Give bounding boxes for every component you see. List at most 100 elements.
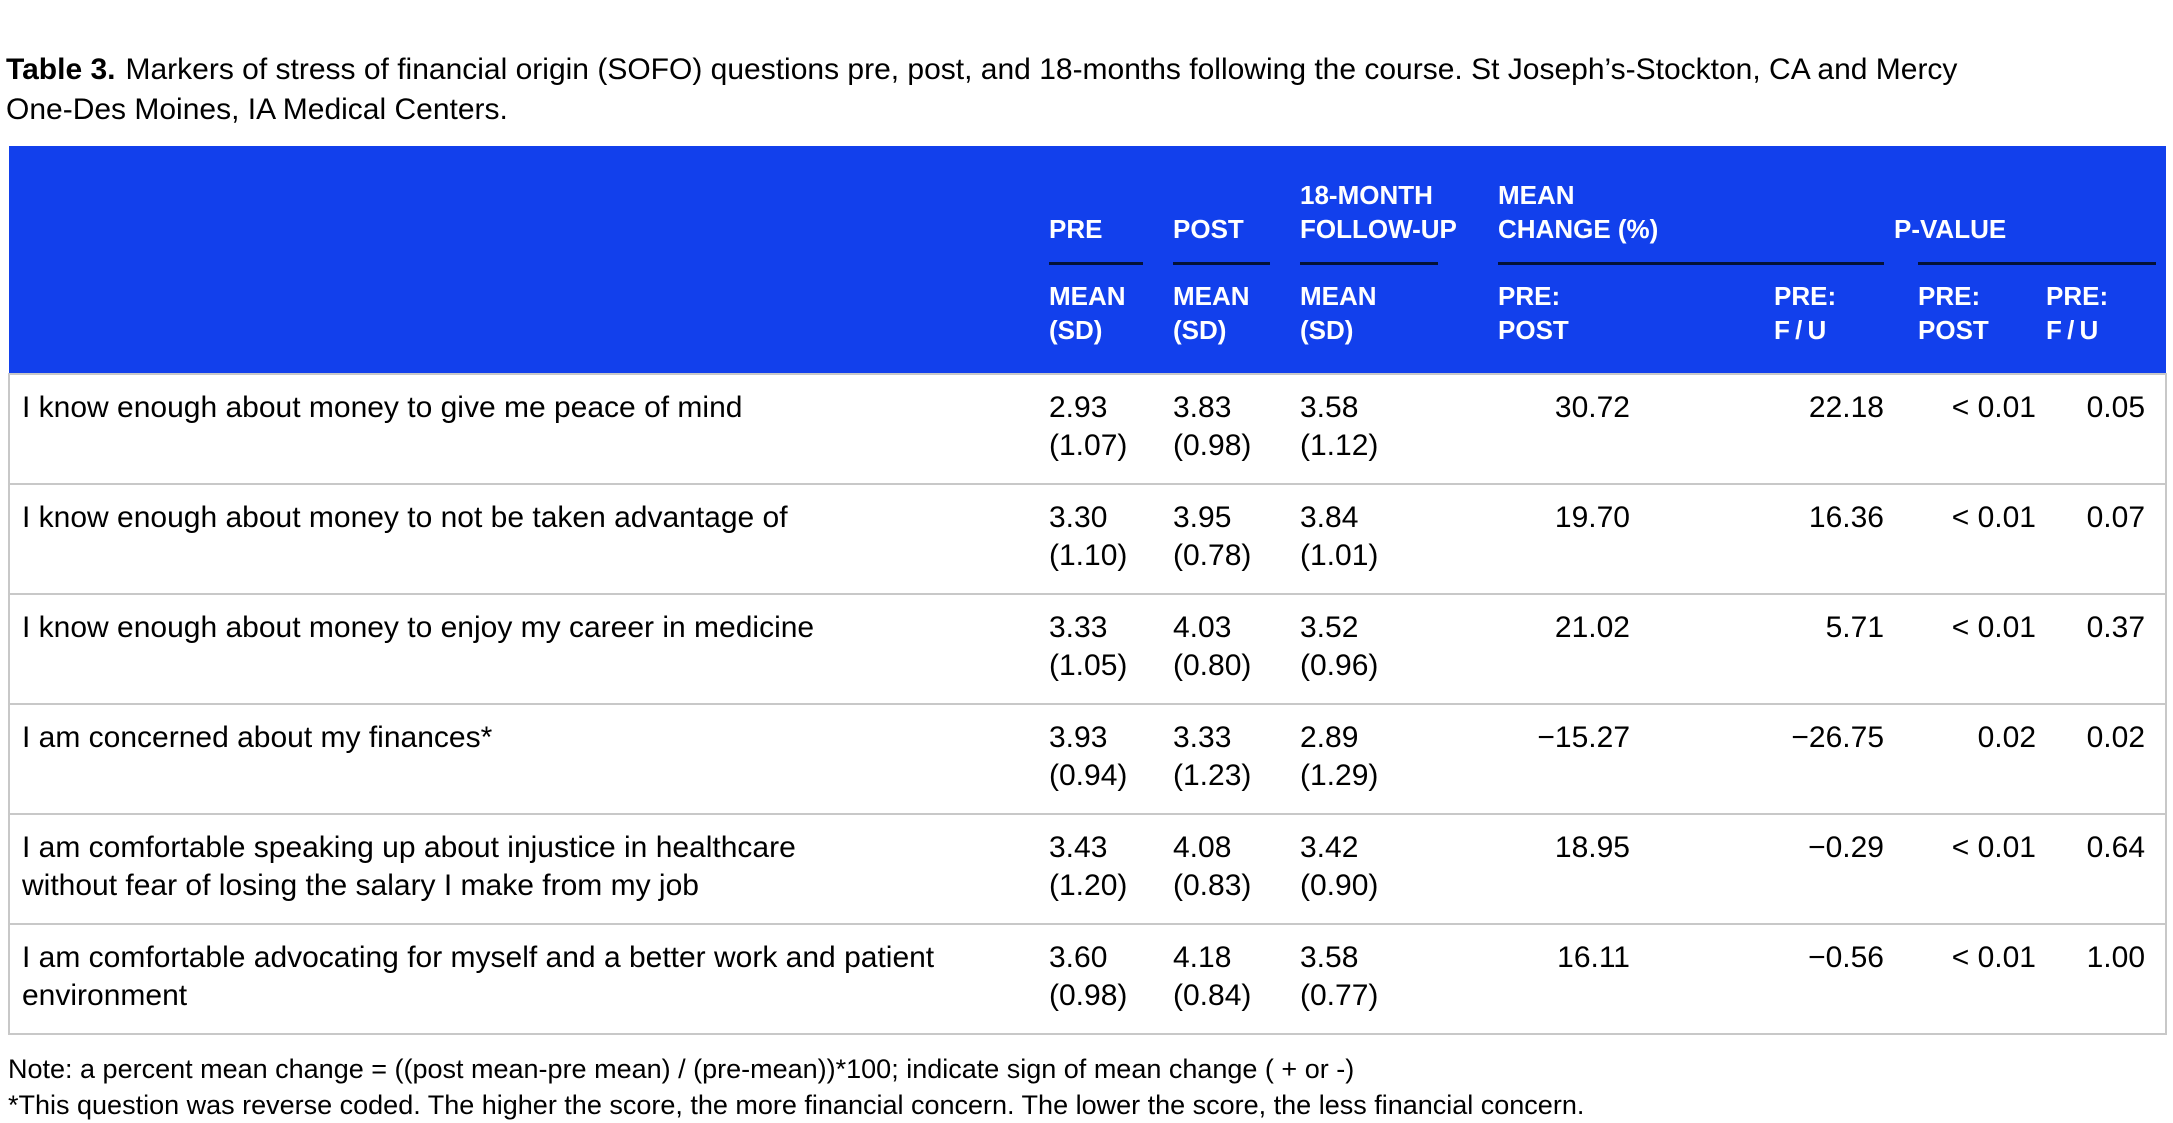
sofo-table: PRE POST 18-MONTH FOLLOW-UP MEAN CHANGE …: [8, 146, 2168, 1035]
header-rule: [1173, 262, 1270, 265]
change-pre-post-cell: 19.70: [1498, 484, 1644, 595]
p-pre-post-cell: < 0.01: [1894, 814, 2046, 925]
subheader-post-mean-sd: MEAN (SD): [1173, 265, 1300, 374]
caption-label: Table 3.: [6, 53, 116, 86]
change-pre-fu-cell: −0.56: [1644, 924, 1894, 1035]
change-pre-fu-cell: 5.71: [1644, 594, 1894, 705]
col-group-followup-label: 18-MONTH FOLLOW-UP: [1300, 180, 1457, 244]
sd-value: (1.12): [1300, 429, 1379, 462]
change-pre-post-cell: 30.72: [1498, 373, 1644, 485]
col-group-mean-change-label: MEAN CHANGE (%): [1498, 180, 1659, 244]
mean-value: 3.83: [1173, 391, 1232, 424]
pre-mean-cell: 3.33 (1.05): [1049, 594, 1173, 705]
subheader-p-pre-post: PRE: POST: [1894, 265, 2046, 374]
sd-value: (1.05): [1049, 649, 1128, 682]
table-row: I am concerned about my finances* 3.93 (0…: [8, 704, 2168, 815]
sd-value: (0.96): [1300, 649, 1379, 682]
sd-value: (1.01): [1300, 539, 1379, 572]
mean-value: 3.42: [1300, 831, 1359, 864]
subheader-label: PRE: POST: [1918, 281, 1989, 345]
subheader-label: MEAN (SD): [1049, 281, 1126, 345]
post-mean-cell: 3.33 (1.23): [1173, 704, 1300, 815]
followup-mean-cell: 3.58 (1.12): [1300, 373, 1498, 485]
sd-value: (1.29): [1300, 759, 1379, 792]
col-group-post: POST: [1173, 146, 1300, 265]
header-group-row: PRE POST 18-MONTH FOLLOW-UP MEAN CHANGE …: [9, 146, 2167, 265]
col-group-mean-change: MEAN CHANGE (%): [1498, 146, 1894, 265]
sd-value: (0.83): [1173, 869, 1252, 902]
mean-value: 3.93: [1049, 721, 1108, 754]
change-pre-fu-cell: 22.18: [1644, 373, 1894, 485]
mean-value: 4.03: [1173, 611, 1232, 644]
question-column-subheader: [9, 265, 1049, 374]
mean-value: 4.18: [1173, 941, 1232, 974]
sd-value: (0.90): [1300, 869, 1379, 902]
subheader-label: MEAN (SD): [1300, 281, 1377, 345]
post-mean-cell: 4.08 (0.83): [1173, 814, 1300, 925]
sd-value: (1.10): [1049, 539, 1128, 572]
pre-mean-cell: 3.43 (1.20): [1049, 814, 1173, 925]
sd-value: (0.77): [1300, 979, 1379, 1012]
mean-value: 3.30: [1049, 501, 1108, 534]
question-cell: I am concerned about my finances*: [8, 704, 1049, 815]
header-sub-row: MEAN (SD) MEAN (SD) MEAN (SD) PRE: POST …: [9, 265, 2167, 374]
sd-value: (0.80): [1173, 649, 1252, 682]
header-rule: [1918, 262, 2157, 265]
mean-value: 3.52: [1300, 611, 1359, 644]
followup-mean-cell: 3.58 (0.77): [1300, 924, 1498, 1035]
sd-value: (0.94): [1049, 759, 1128, 792]
question-cell: I know enough about money to not be take…: [8, 484, 1049, 595]
mean-value: 3.58: [1300, 391, 1359, 424]
p-pre-post-cell: < 0.01: [1894, 924, 2046, 1035]
question-cell: I know enough about money to give me pea…: [8, 373, 1049, 485]
post-mean-cell: 3.95 (0.78): [1173, 484, 1300, 595]
header-rule: [1049, 262, 1143, 265]
question-column-header: [9, 146, 1049, 265]
subheader-followup-mean-sd: MEAN (SD): [1300, 265, 1498, 374]
table-row: I am comfortable speaking up about injus…: [8, 814, 2168, 925]
p-pre-post-cell: < 0.01: [1894, 594, 2046, 705]
post-mean-cell: 3.83 (0.98): [1173, 373, 1300, 485]
p-pre-post-cell: 0.02: [1894, 704, 2046, 815]
sd-value: (0.98): [1173, 429, 1252, 462]
change-pre-post-cell: 16.11: [1498, 924, 1644, 1035]
change-pre-fu-cell: 16.36: [1644, 484, 1894, 595]
subheader-label: MEAN (SD): [1173, 281, 1250, 345]
mean-value: 3.33: [1049, 611, 1108, 644]
sd-value: (1.07): [1049, 429, 1128, 462]
p-pre-fu-cell: 0.02: [2046, 704, 2168, 815]
table-row: I know enough about money to enjoy my ca…: [8, 594, 2168, 705]
header-rule: [1498, 262, 1884, 265]
followup-mean-cell: 3.84 (1.01): [1300, 484, 1498, 595]
mean-value: 3.84: [1300, 501, 1359, 534]
col-group-pre-label: PRE: [1049, 214, 1103, 244]
subheader-label: PRE: POST: [1498, 281, 1569, 345]
pre-mean-cell: 2.93 (1.07): [1049, 373, 1173, 485]
mean-value: 4.08: [1173, 831, 1232, 864]
subheader-label: PRE: F / U: [1774, 281, 1837, 345]
followup-mean-cell: 3.52 (0.96): [1300, 594, 1498, 705]
footnote-mean-change: Note: a percent mean change = ((post mea…: [8, 1054, 1355, 1084]
subheader-pre-mean-sd: MEAN (SD): [1049, 265, 1173, 374]
col-group-followup: 18-MONTH FOLLOW-UP: [1300, 146, 1498, 265]
pre-mean-cell: 3.93 (0.94): [1049, 704, 1173, 815]
change-pre-fu-cell: −26.75: [1644, 704, 1894, 815]
sd-value: (0.78): [1173, 539, 1252, 572]
question-cell: I am comfortable speaking up about injus…: [8, 814, 1049, 925]
pre-mean-cell: 3.30 (1.10): [1049, 484, 1173, 595]
table-footnotes: Note: a percent mean change = ((post mea…: [8, 1051, 2167, 1123]
sd-value: (1.20): [1049, 869, 1128, 902]
table-row: I know enough about money to not be take…: [8, 484, 2168, 595]
change-pre-post-cell: 21.02: [1498, 594, 1644, 705]
table-header: PRE POST 18-MONTH FOLLOW-UP MEAN CHANGE …: [9, 146, 2167, 374]
col-group-post-label: POST: [1173, 214, 1244, 244]
p-pre-fu-cell: 0.64: [2046, 814, 2168, 925]
mean-value: 3.43: [1049, 831, 1108, 864]
pre-mean-cell: 3.60 (0.98): [1049, 924, 1173, 1035]
change-pre-fu-cell: −0.29: [1644, 814, 1894, 925]
mean-value: 3.33: [1173, 721, 1232, 754]
mean-value: 3.60: [1049, 941, 1108, 974]
p-pre-fu-cell: 0.37: [2046, 594, 2168, 705]
col-group-pre: PRE: [1049, 146, 1173, 265]
p-pre-fu-cell: 0.07: [2046, 484, 2168, 595]
